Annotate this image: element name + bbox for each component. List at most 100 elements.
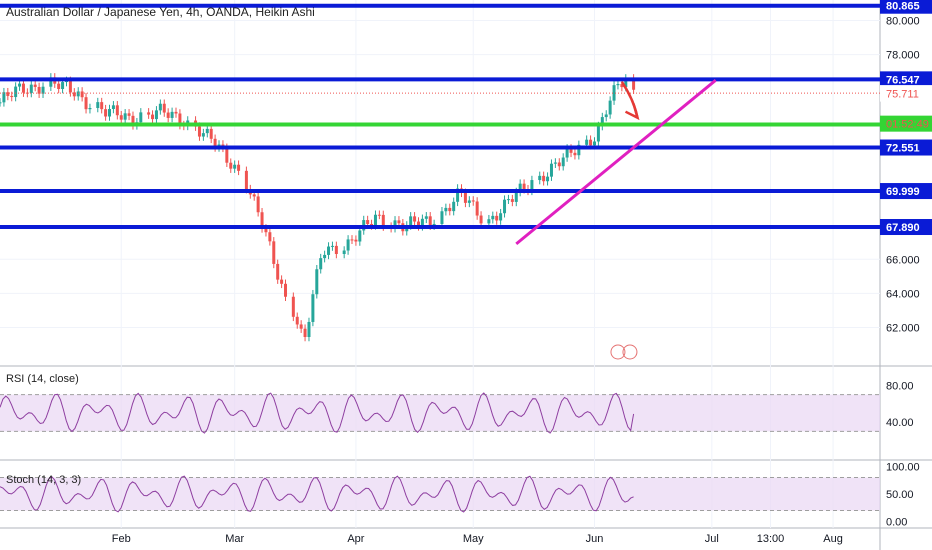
candle-body bbox=[6, 92, 10, 96]
candle-body bbox=[589, 139, 593, 146]
candle-body bbox=[370, 223, 374, 226]
candle-body bbox=[608, 100, 612, 115]
candle-body bbox=[319, 258, 323, 270]
candle-body bbox=[393, 220, 397, 229]
price-tick-label: 78.000 bbox=[886, 50, 920, 62]
candle-body bbox=[565, 148, 569, 158]
candle-body bbox=[264, 228, 268, 233]
level-tag-label: 69.999 bbox=[886, 186, 920, 198]
stoch-label: Stoch (14, 3, 3) bbox=[6, 474, 82, 486]
candle-body bbox=[624, 78, 628, 88]
candle-body bbox=[381, 214, 385, 227]
candle-body bbox=[10, 95, 14, 98]
candle-body bbox=[80, 91, 84, 98]
candle-body bbox=[553, 162, 557, 164]
level-tag-label: 80.865 bbox=[886, 1, 920, 13]
candle-body bbox=[592, 141, 596, 146]
candle-body bbox=[467, 200, 471, 203]
candle-body bbox=[49, 77, 53, 87]
candle-body bbox=[358, 230, 362, 242]
candle-body bbox=[311, 294, 315, 322]
event-icon[interactable] bbox=[610, 344, 626, 360]
candle-body bbox=[440, 211, 444, 224]
time-tick-label: 13:00 bbox=[757, 533, 785, 545]
candle-body bbox=[585, 139, 589, 145]
candle-body bbox=[479, 215, 483, 224]
candle-body bbox=[538, 175, 542, 181]
candle-body bbox=[327, 246, 331, 255]
stoch-pane[interactable] bbox=[0, 475, 880, 513]
level-tag bbox=[880, 183, 932, 200]
candle-body bbox=[21, 83, 25, 93]
candle-body bbox=[29, 84, 33, 94]
candle-body bbox=[280, 279, 284, 284]
candle-body bbox=[158, 103, 162, 111]
price-pane[interactable] bbox=[0, 3, 880, 360]
candle-body bbox=[307, 321, 311, 337]
candle-body bbox=[373, 214, 377, 226]
osc-band bbox=[0, 477, 880, 511]
candle-body bbox=[522, 183, 526, 190]
candle-body bbox=[68, 80, 72, 93]
rsi-pane[interactable] bbox=[0, 392, 880, 434]
candle-body bbox=[573, 152, 577, 156]
osc-tick-label: 0.00 bbox=[886, 517, 907, 529]
candle-body bbox=[154, 110, 158, 120]
candle-body bbox=[330, 245, 334, 247]
candle-body bbox=[104, 109, 108, 117]
candle-body bbox=[260, 212, 264, 229]
candle-body bbox=[416, 221, 420, 227]
candle-body bbox=[428, 216, 432, 226]
candle-body bbox=[491, 215, 495, 220]
level-tag-label: 76.547 bbox=[886, 74, 920, 86]
candle-body bbox=[323, 254, 327, 259]
price-tag-label: 01:52:49 bbox=[886, 119, 929, 131]
candle-body bbox=[342, 250, 346, 255]
time-tick-label: Mar bbox=[225, 533, 244, 545]
candle-body bbox=[620, 84, 624, 88]
price-tag bbox=[880, 85, 932, 102]
candle-body bbox=[272, 241, 276, 264]
time-axis[interactable]: Feb Mar Apr May Jun Jul 13:00 Aug bbox=[112, 533, 843, 545]
candle-body bbox=[72, 92, 76, 97]
candle-body bbox=[377, 214, 381, 216]
candle-body bbox=[237, 164, 241, 171]
candle-body bbox=[604, 114, 608, 118]
chart-title: Australian Dollar / Japanese Yen, 4h, OA… bbox=[6, 5, 315, 19]
candle-body bbox=[334, 245, 338, 255]
candle-body bbox=[131, 115, 135, 126]
candle-body bbox=[413, 216, 417, 222]
trend-line[interactable] bbox=[515, 79, 717, 246]
time-tick-label: Aug bbox=[823, 533, 843, 545]
candle-body bbox=[456, 188, 460, 202]
candle-body bbox=[201, 133, 205, 137]
candle-body bbox=[233, 164, 237, 169]
price-tick-label: 62.000 bbox=[886, 322, 920, 334]
candle-body bbox=[41, 86, 45, 94]
candle-body bbox=[174, 111, 178, 114]
candle-body bbox=[0, 102, 2, 104]
event-icon[interactable] bbox=[622, 344, 638, 360]
candle-body bbox=[632, 78, 636, 90]
candle-body bbox=[366, 220, 370, 224]
price-tag-label: 75.711 bbox=[886, 89, 919, 101]
candle-body bbox=[542, 175, 546, 182]
candle-body bbox=[499, 213, 503, 221]
candle-body bbox=[256, 196, 260, 213]
level-tag bbox=[880, 219, 932, 236]
candle-body bbox=[291, 296, 295, 317]
candle-body bbox=[452, 201, 456, 212]
candle-body bbox=[557, 162, 561, 167]
candle-body bbox=[475, 201, 479, 216]
price-tick-label: 80.000 bbox=[886, 15, 920, 27]
price-axis[interactable]: 80.000 78.000 66.000 64.000 62.000 80.865 76.5… bbox=[880, 0, 932, 529]
candle-body bbox=[100, 102, 104, 110]
candle-body bbox=[284, 283, 288, 297]
candle-body bbox=[561, 157, 565, 167]
osc-tick-label: 100.00 bbox=[886, 462, 920, 474]
candle-body bbox=[569, 148, 573, 153]
candle-body bbox=[252, 194, 256, 197]
